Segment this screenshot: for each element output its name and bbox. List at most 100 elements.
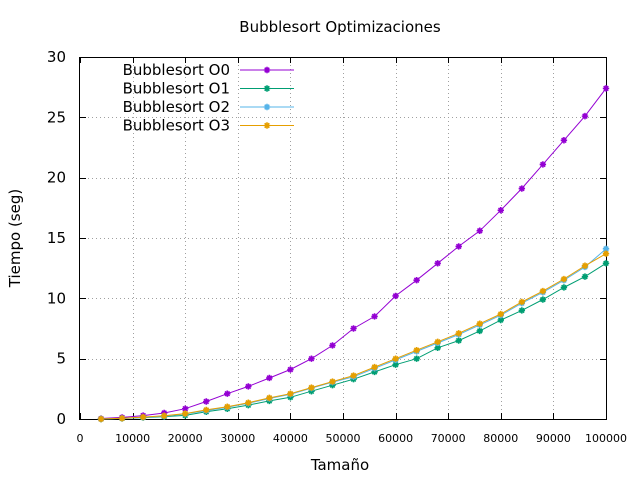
tick-marks [80, 57, 607, 420]
data-point [287, 366, 294, 373]
legend-label: Bubblesort O3 [123, 117, 230, 135]
data-point [434, 344, 441, 352]
y-tick-label: 5 [56, 350, 66, 368]
x-tick-label: 20000 [168, 432, 203, 445]
data-point [581, 262, 589, 269]
data-point [392, 292, 399, 300]
data-point [371, 313, 378, 320]
data-point [518, 298, 526, 306]
data-point [560, 137, 568, 144]
x-tick-label: 0 [77, 432, 84, 445]
x-tick-label: 70000 [431, 432, 466, 445]
legend-marker [263, 103, 271, 111]
data-point [518, 185, 526, 192]
data-point [476, 227, 483, 234]
series-line [100, 88, 607, 419]
data-point [476, 320, 483, 327]
data-point [308, 384, 315, 391]
data-point [455, 243, 462, 250]
legend-label: Bubblesort O2 [123, 98, 230, 116]
y-tick-label: 15 [47, 229, 66, 247]
data-point [350, 372, 357, 379]
y-tick-label: 10 [47, 289, 66, 307]
x-tick-label: 60000 [378, 432, 413, 445]
data-point [266, 374, 273, 382]
y-tick-label: 0 [56, 410, 66, 428]
data-point [203, 398, 210, 405]
x-tick-label: 90000 [536, 432, 571, 445]
y-axis-label: Tiempo (seg) [6, 189, 24, 288]
series-line [100, 262, 607, 420]
data-point [560, 284, 568, 291]
x-axis-label: Tamaño [310, 456, 369, 474]
data-point [350, 325, 357, 332]
data-point [434, 338, 441, 345]
data-point [371, 363, 378, 371]
data-point [182, 405, 189, 412]
x-tick-label: 100000 [585, 432, 627, 445]
x-tick-label: 50000 [326, 432, 361, 445]
data-point [413, 355, 420, 362]
data-point [497, 207, 504, 214]
data-point [266, 394, 273, 402]
data-point [392, 361, 399, 368]
series-0 [97, 85, 610, 422]
series-layer [97, 85, 610, 423]
legend-marker [263, 66, 271, 74]
data-point [455, 337, 462, 344]
series-line [100, 248, 607, 420]
legend-label: Bubblesort O0 [123, 61, 230, 79]
legend-marker [263, 122, 271, 129]
data-point [455, 330, 462, 337]
x-tick-labels: 0 10000 20000 30000 40000 50000 60000 70000 8000… [77, 432, 628, 445]
data-point [371, 368, 378, 376]
chart-title: Bubblesort Optimizaciones [239, 18, 441, 36]
data-point [224, 390, 231, 397]
data-point [245, 399, 252, 406]
data-point [308, 355, 315, 362]
data-point [560, 275, 568, 283]
legend-marker [263, 85, 271, 92]
data-point [539, 161, 547, 168]
x-tick-label: 10000 [115, 432, 150, 445]
data-point [392, 355, 399, 362]
grid-lines [80, 57, 606, 419]
series-3 [97, 250, 610, 423]
data-point [434, 260, 441, 267]
data-point [476, 327, 483, 335]
data-point [602, 250, 610, 257]
legend-label: Bubblesort O1 [123, 80, 230, 98]
y-tick-label: 30 [47, 48, 66, 66]
series-2 [97, 245, 610, 423]
data-point [329, 378, 336, 385]
data-point [602, 85, 610, 92]
data-point [413, 347, 420, 354]
data-point [139, 413, 147, 421]
data-point [497, 310, 504, 318]
data-point [581, 112, 589, 120]
data-point [602, 260, 610, 267]
data-point [97, 415, 105, 423]
data-point [245, 383, 252, 390]
x-tick-label: 40000 [273, 432, 308, 445]
data-point [413, 277, 420, 284]
data-point [329, 342, 336, 349]
data-point [224, 403, 231, 410]
data-point [518, 307, 526, 314]
data-point [160, 412, 168, 419]
y-tick-label: 25 [47, 108, 66, 126]
data-point [539, 287, 547, 295]
y-tick-label: 20 [47, 169, 66, 187]
series-line [100, 253, 607, 420]
data-point [287, 390, 294, 397]
data-point [118, 415, 126, 422]
data-point [203, 406, 210, 414]
data-point [539, 296, 547, 303]
data-point [182, 410, 189, 417]
series-1 [97, 260, 610, 423]
data-point [602, 245, 610, 253]
x-tick-label: 30000 [220, 432, 255, 445]
data-point [581, 273, 589, 280]
